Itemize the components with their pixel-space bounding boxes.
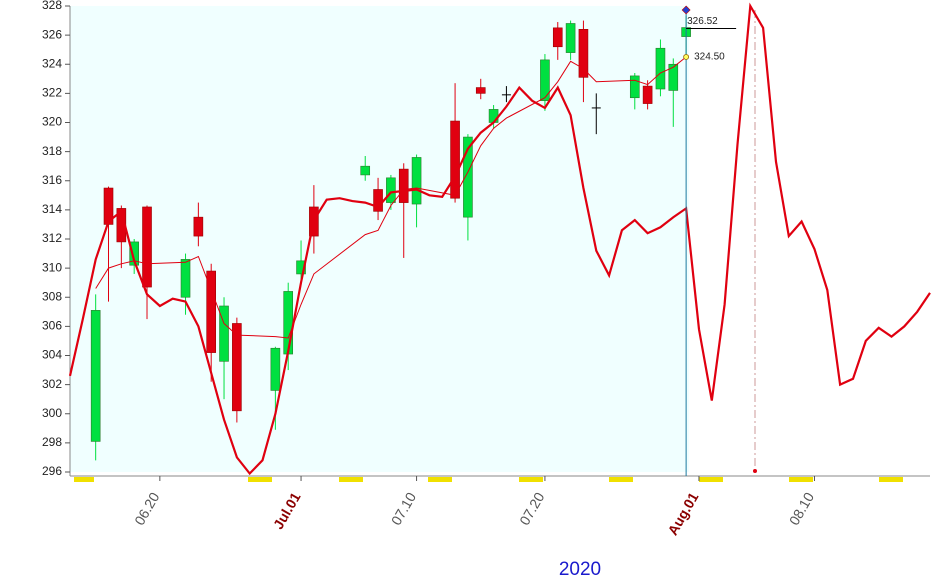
annotation-label: 324.50 [694, 52, 725, 63]
candle-body [629, 75, 640, 99]
candle-body [642, 85, 653, 104]
weekend-marker [248, 477, 272, 482]
candle-body [450, 120, 460, 199]
y-tick-label: 306 [42, 319, 62, 333]
x-tick-label: Aug.01 [664, 489, 701, 538]
candle-body [578, 28, 589, 78]
marker-dot [753, 469, 757, 473]
candle-body [270, 347, 281, 391]
annotation-label: 326.52 [687, 16, 718, 27]
weekend-marker [789, 477, 813, 482]
x-tick-label: 07.20 [516, 489, 547, 528]
candle-body [463, 136, 473, 218]
candle-body [655, 47, 666, 90]
ma-line [95, 56, 687, 339]
y-tick-label: 300 [42, 406, 62, 420]
y-tick-label: 316 [42, 173, 62, 187]
plot-background [70, 6, 689, 472]
candle-body [193, 216, 204, 237]
weekend-markers [74, 477, 903, 482]
x-axis-label: 2020 [559, 559, 601, 580]
y-tick-label: 310 [42, 260, 62, 274]
weekend-marker [879, 477, 903, 482]
x-tick-label: 07.10 [388, 489, 419, 528]
forecast-line [68, 2, 931, 476]
y-tick-label: 312 [42, 231, 62, 245]
candle-body [565, 23, 576, 53]
current-marker [681, 5, 691, 15]
y-tick-label: 326 [42, 27, 62, 41]
candle-body [90, 310, 101, 442]
annotation-dot [683, 54, 690, 60]
candle-body [283, 291, 294, 355]
candle-body [360, 165, 371, 176]
candle-body [180, 259, 191, 298]
candle-body [129, 241, 139, 266]
weekend-marker [74, 477, 94, 482]
candle-body [475, 87, 486, 94]
y-tick-label: 320 [42, 115, 62, 129]
candle-body [488, 109, 499, 123]
candle-body [296, 260, 306, 275]
candle-body [411, 157, 422, 205]
y-tick-label: 324 [42, 56, 62, 70]
y-tick-label: 304 [42, 348, 62, 362]
candle-body [219, 305, 229, 362]
y-tick-label: 314 [42, 202, 62, 216]
y-tick-label: 328 [42, 0, 62, 12]
candle-body [386, 177, 396, 203]
candle-body [206, 270, 216, 353]
candle-body [540, 59, 550, 101]
x-tick-label: 08.10 [786, 489, 817, 528]
candle-body [232, 323, 242, 412]
candle-body [552, 27, 563, 48]
y-tick-label: 308 [42, 289, 62, 303]
y-tick-label: 318 [42, 144, 62, 158]
x-tick-label: 06.20 [131, 489, 162, 528]
y-tick-label: 322 [42, 86, 62, 100]
weekend-marker [699, 477, 723, 482]
x-tick-label: Jul.01 [270, 489, 304, 532]
weekend-marker [519, 477, 543, 482]
y-tick-label: 302 [42, 377, 62, 391]
y-tick-label: 298 [42, 435, 62, 449]
weekend-marker [609, 477, 633, 482]
weekend-marker [339, 477, 363, 482]
candle-body [668, 63, 679, 91]
candle-body [398, 168, 409, 203]
candle-body [142, 206, 152, 288]
weekend-marker [428, 477, 452, 482]
y-tick-label: 296 [42, 464, 62, 478]
